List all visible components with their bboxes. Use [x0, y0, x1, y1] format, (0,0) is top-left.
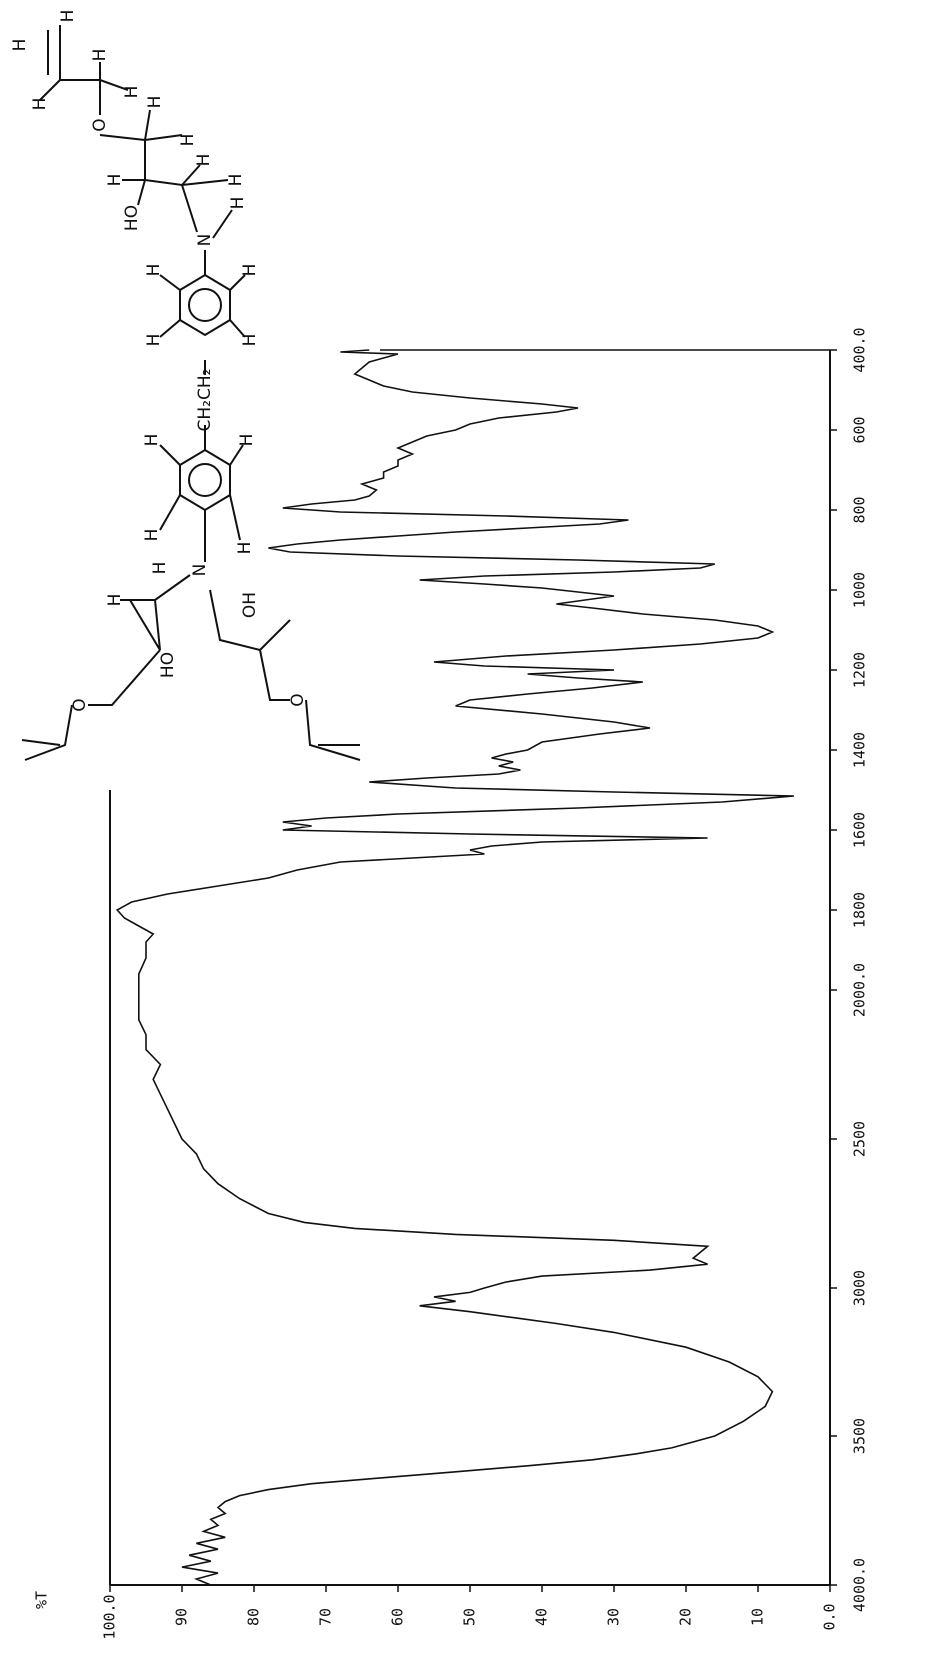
y-tick-label: 90 — [173, 1608, 191, 1626]
y-tick-label: 60 — [389, 1608, 407, 1626]
atom-label: H — [237, 434, 257, 447]
atom-label: H — [10, 39, 30, 52]
x-tick-label: 3000 — [851, 1270, 869, 1306]
atom-label: O — [90, 118, 110, 131]
molecule-bonds — [21, 25, 361, 761]
y-tick-label: 80 — [245, 1608, 263, 1626]
x-tick-label: 3500 — [851, 1418, 869, 1454]
atom-label: H — [90, 49, 110, 62]
ring — [159, 444, 244, 541]
atom-label: H — [240, 334, 260, 347]
atom-label: O — [70, 698, 90, 711]
atom-label: H — [58, 10, 78, 23]
spectrum-line — [115, 349, 795, 1586]
bond — [39, 25, 233, 562]
atom-label: H — [150, 562, 170, 575]
atom-label: H — [194, 154, 214, 167]
atom-label: CH₂CH₂ — [195, 369, 215, 432]
x-tick-label: 2500 — [851, 1121, 869, 1157]
x-tick-label: 1800 — [851, 892, 869, 928]
y-tick-label: 10 — [749, 1608, 767, 1626]
x-tick-label: 1000 — [851, 572, 869, 608]
atom-label: OH — [240, 592, 260, 618]
x-tick-label: 800 — [851, 496, 869, 523]
x-tick-label: 1400 — [851, 732, 869, 768]
y-tick-label: 100.0 — [101, 1594, 119, 1639]
atom-label: H — [144, 334, 164, 347]
x-tick-label: 600 — [851, 416, 869, 443]
atom-label: H — [122, 86, 142, 99]
bond — [21, 574, 361, 761]
y-tick-label: 40 — [533, 1608, 551, 1626]
y-tick-label: 70 — [317, 1608, 335, 1626]
atom-label: O — [288, 693, 308, 706]
y-axis-label: %T — [33, 1591, 51, 1609]
atom-label: H — [30, 98, 50, 111]
atom-label: H — [228, 197, 248, 210]
atom-label: HO — [122, 205, 142, 231]
ring-circle — [188, 288, 222, 322]
atom-label: N — [195, 234, 215, 247]
atom-label: H — [105, 174, 125, 187]
atom-label: H — [105, 594, 125, 607]
atom-label: HO — [158, 652, 178, 678]
atom-label: H — [226, 174, 246, 187]
x-tick-label: 4000.0 — [851, 1558, 869, 1612]
atom-label: H — [240, 264, 260, 277]
y-tick-label: 20 — [677, 1608, 695, 1626]
atom-label: N — [190, 564, 210, 577]
y-tick-label: 50 — [461, 1608, 479, 1626]
atom-label: H — [142, 434, 162, 447]
y-tick-label: 0.0 — [821, 1603, 839, 1630]
ring-circle — [188, 463, 222, 497]
x-tick-label: 400.0 — [851, 327, 869, 372]
x-tick-label: 2000.0 — [851, 963, 869, 1017]
atom-label: H — [144, 264, 164, 277]
x-tick-label: 1600 — [851, 812, 869, 848]
atom-label: H — [142, 529, 162, 542]
y-tick-label: 30 — [605, 1608, 623, 1626]
x-tick-label: 1200 — [851, 652, 869, 688]
atom-label: H — [178, 134, 198, 147]
ring — [159, 273, 246, 338]
atom-label: H — [145, 96, 165, 109]
atom-label: H — [235, 542, 255, 555]
